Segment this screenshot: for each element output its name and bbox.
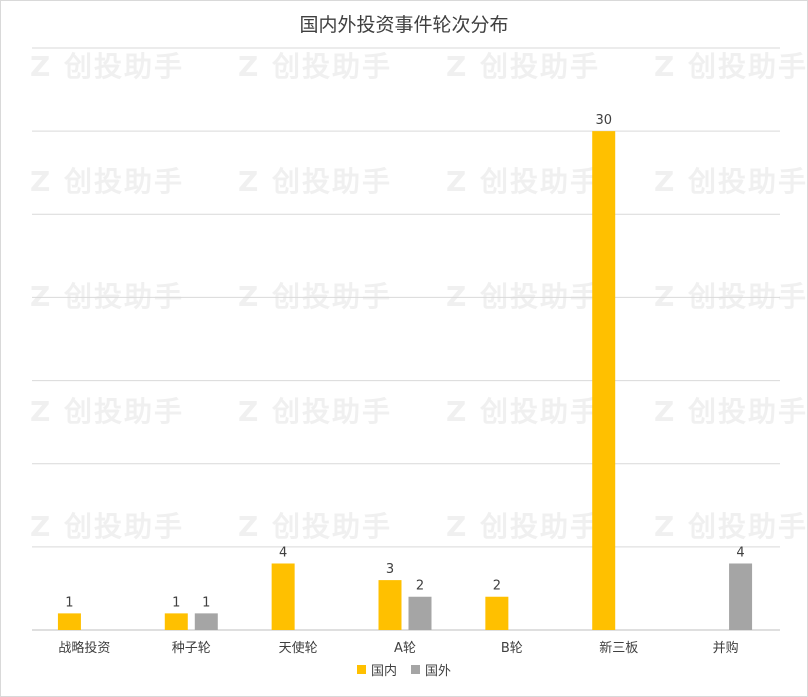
legend-item-foreign: 国外 bbox=[411, 660, 451, 679]
bar-foreign bbox=[729, 563, 753, 630]
bar-domestic bbox=[164, 613, 188, 630]
category-label: 新三板 bbox=[599, 640, 638, 656]
bar-domestic bbox=[378, 580, 402, 630]
chart-title: 国内外投资事件轮次分布 bbox=[299, 14, 509, 36]
data-labels: 1 1 1 4 3 2 2 30 4 bbox=[65, 113, 744, 610]
bar-domestic bbox=[271, 563, 295, 630]
legend-item-domestic: 国内 bbox=[356, 660, 397, 679]
category-label: A轮 bbox=[394, 641, 416, 656]
category-label: 并购 bbox=[713, 640, 739, 656]
bar-domestic bbox=[485, 596, 509, 630]
data-label: 1 bbox=[172, 595, 180, 610]
data-label: 2 bbox=[416, 579, 424, 594]
bar-domestic bbox=[592, 131, 616, 630]
data-label: 4 bbox=[279, 545, 287, 560]
data-label: 30 bbox=[595, 113, 612, 128]
category-label: 天使轮 bbox=[279, 640, 318, 656]
data-label: 2 bbox=[493, 579, 501, 594]
category-label: 战略投资 bbox=[58, 640, 110, 656]
legend-swatch-domestic bbox=[356, 665, 366, 674]
legend: 国内 国外 bbox=[0, 660, 808, 679]
category-labels: 战略投资 种子轮 天使轮 A轮 B轮 新三板 并购 bbox=[58, 640, 738, 656]
gridlines bbox=[32, 47, 780, 631]
bar-foreign bbox=[194, 613, 218, 630]
bars bbox=[57, 131, 753, 630]
legend-label-domestic: 国内 bbox=[370, 664, 397, 679]
bar-foreign bbox=[408, 596, 432, 630]
data-label: 1 bbox=[65, 595, 73, 610]
data-label: 3 bbox=[386, 562, 394, 577]
legend-swatch-foreign bbox=[411, 665, 420, 674]
bar-domestic bbox=[57, 613, 81, 630]
category-label: B轮 bbox=[501, 641, 523, 656]
data-label: 1 bbox=[202, 595, 210, 610]
legend-label-foreign: 国外 bbox=[425, 664, 452, 679]
data-label: 4 bbox=[736, 545, 744, 560]
category-label: 种子轮 bbox=[172, 641, 211, 656]
